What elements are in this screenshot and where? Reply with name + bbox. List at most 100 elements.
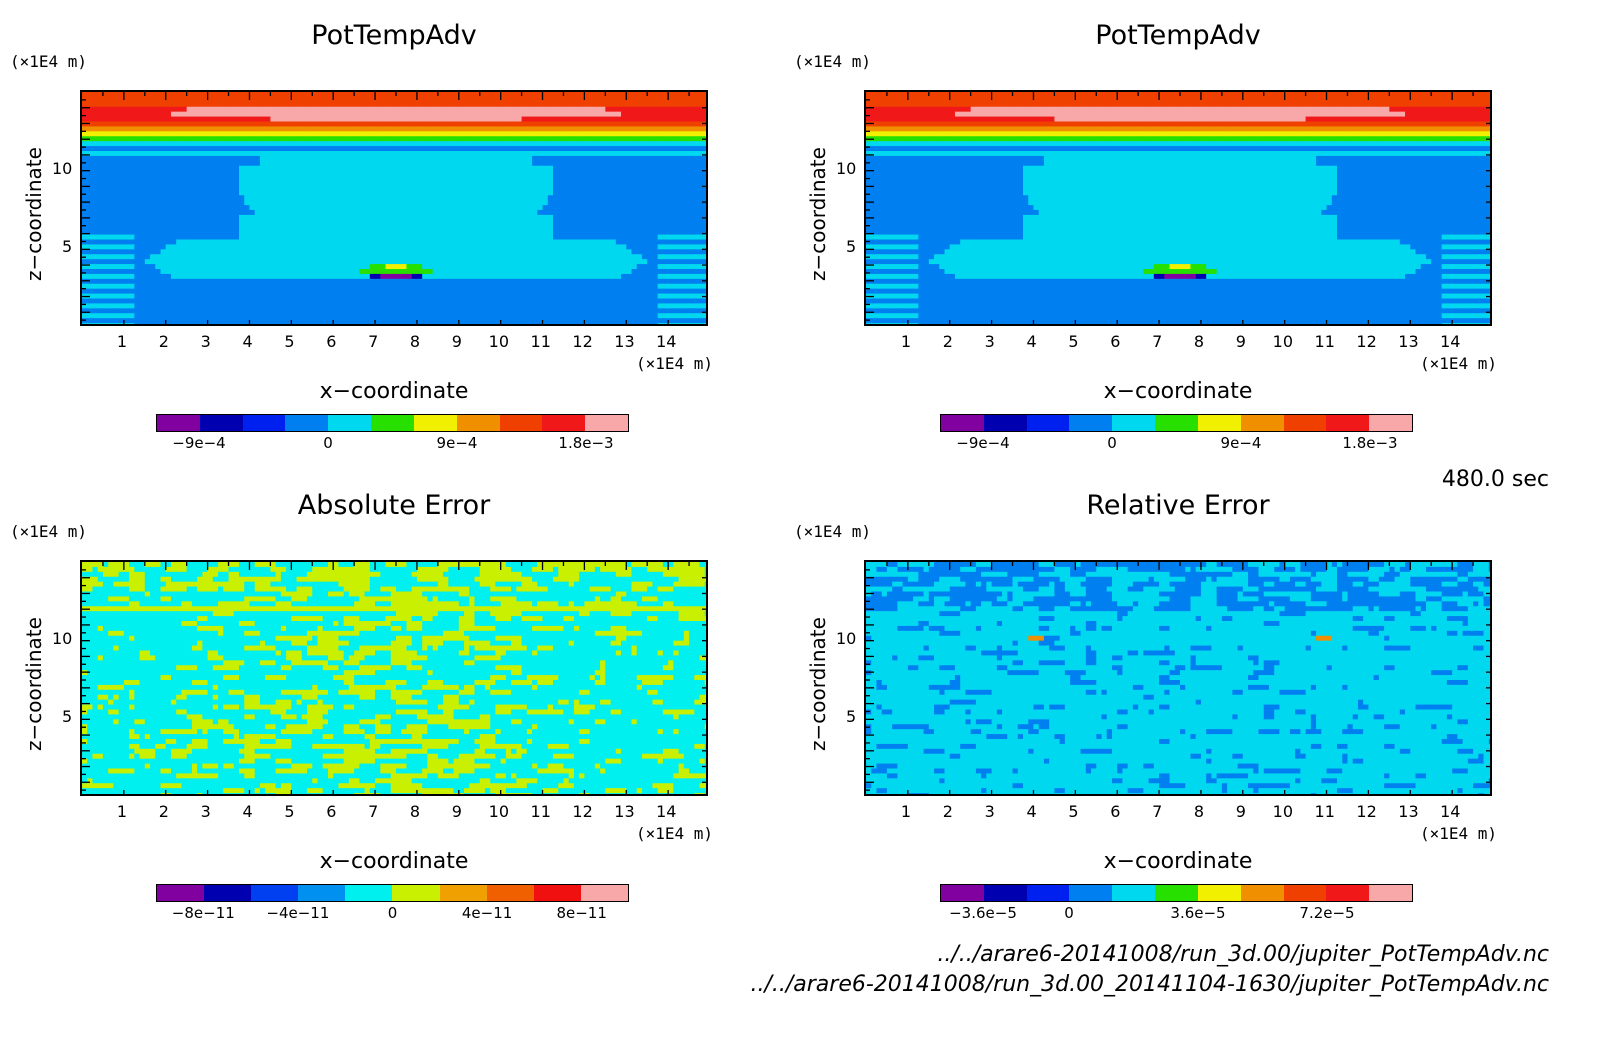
heatmap-cell	[636, 283, 643, 290]
heatmap-cell	[490, 136, 497, 142]
heatmap-cell	[526, 116, 533, 123]
heatmap-cell	[223, 146, 230, 152]
heatmap-cell	[129, 92, 135, 98]
heatmap-cell	[296, 234, 303, 241]
heatmap-cell	[521, 116, 528, 123]
heatmap-cell	[170, 170, 177, 177]
heatmap-cell	[600, 160, 606, 167]
heatmap-cell	[453, 116, 460, 123]
heatmap-cell	[202, 165, 209, 172]
heatmap-cell	[165, 96, 172, 103]
heatmap-cell	[401, 111, 408, 118]
heatmap-cell	[411, 160, 418, 167]
heatmap-cell	[464, 224, 470, 231]
heatmap-cell	[589, 116, 596, 123]
heatmap-cell	[406, 259, 413, 265]
heatmap-cell	[181, 273, 188, 280]
heatmap-cell	[500, 126, 507, 132]
heatmap-cell	[92, 244, 99, 250]
heatmap-cell	[385, 116, 392, 123]
heatmap-cell	[573, 165, 580, 172]
heatmap-cell	[139, 195, 146, 201]
heatmap-cell	[406, 239, 413, 246]
heatmap-cell	[160, 219, 167, 226]
heatmap-cell	[694, 146, 701, 152]
heatmap-cell	[223, 288, 230, 295]
heatmap-cell	[673, 126, 680, 132]
heatmap-cell	[568, 111, 575, 118]
heatmap-cell	[542, 244, 549, 250]
heatmap-cell	[181, 116, 188, 123]
heatmap-cell	[626, 155, 633, 162]
heatmap-cell	[317, 116, 324, 123]
heatmap-cell	[322, 136, 329, 142]
heatmap-cell	[380, 239, 387, 246]
heatmap-cell	[469, 131, 476, 137]
heatmap-cell	[558, 195, 565, 201]
heatmap-cell	[212, 111, 219, 118]
heatmap-cell	[704, 160, 706, 167]
heatmap-cell	[249, 195, 256, 201]
heatmap-cell	[662, 234, 669, 241]
heatmap-cell	[239, 224, 245, 231]
heatmap-cell	[699, 165, 706, 172]
heatmap-cell	[176, 106, 183, 113]
heatmap-cell	[170, 205, 177, 211]
heatmap-cell	[228, 92, 235, 98]
heatmap-cell	[113, 136, 120, 142]
heatmap-cell	[244, 131, 251, 137]
heatmap-cell	[689, 126, 695, 132]
heatmap-cell	[647, 283, 654, 290]
heatmap-cell	[275, 155, 282, 162]
heatmap-cell	[259, 111, 266, 118]
heatmap-cell	[558, 92, 565, 98]
heatmap-cell	[322, 239, 329, 246]
heatmap-cell	[390, 273, 397, 280]
heatmap-cell	[144, 160, 151, 167]
heatmap-cell	[134, 259, 141, 265]
heatmap-cell	[579, 224, 585, 231]
heatmap-cell	[479, 175, 486, 182]
heatmap-cell	[537, 210, 544, 216]
heatmap-cell	[662, 131, 669, 137]
heatmap-cell	[406, 229, 413, 236]
heatmap-cell	[657, 96, 664, 103]
heatmap-cell	[600, 239, 606, 246]
heatmap-cell	[699, 234, 706, 241]
heatmap-cell	[469, 165, 476, 172]
heatmap-cell	[511, 249, 517, 255]
heatmap-cell	[558, 160, 565, 167]
heatmap-cell	[443, 239, 449, 246]
heatmap-cell	[82, 273, 88, 280]
heatmap-cell	[563, 214, 570, 221]
heatmap-cell	[223, 170, 230, 177]
heatmap-cell	[191, 195, 198, 201]
heatmap-cell	[662, 160, 669, 167]
heatmap-cell	[123, 234, 130, 241]
heatmap-cell	[479, 269, 486, 275]
heatmap-cell	[443, 249, 449, 255]
heatmap-cell	[495, 175, 502, 182]
heatmap-cell	[411, 141, 418, 147]
heatmap-cell	[589, 151, 596, 157]
heatmap-cell	[464, 141, 470, 147]
heatmap-cell	[369, 293, 376, 300]
heatmap-cell	[563, 175, 570, 182]
heatmap-cell	[600, 273, 606, 280]
heatmap-cell	[610, 101, 617, 108]
heatmap-cell	[437, 244, 444, 250]
heatmap-cell	[291, 259, 298, 265]
heatmap-cell	[673, 229, 680, 236]
heatmap-cell	[500, 249, 507, 255]
heatmap-cell	[123, 249, 130, 255]
heatmap-cell	[479, 96, 486, 103]
heatmap-cell	[301, 269, 308, 275]
heatmap-cell	[469, 259, 476, 265]
heatmap-cell	[312, 170, 319, 177]
heatmap-cell	[652, 200, 659, 206]
heatmap-cell	[458, 136, 465, 142]
heatmap-cell	[239, 126, 245, 132]
heatmap-cell	[652, 111, 659, 118]
heatmap-cell	[228, 106, 235, 113]
heatmap-cell	[286, 205, 292, 211]
